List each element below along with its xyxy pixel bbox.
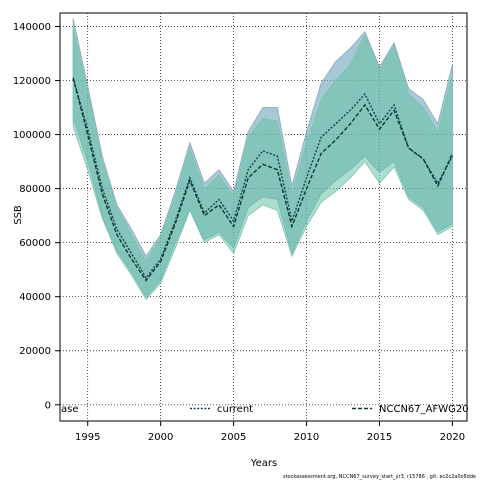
series-line-current bbox=[72, 77, 454, 280]
legend-label-current: current bbox=[217, 404, 253, 415]
y-tick-label: 140000 bbox=[13, 22, 51, 33]
legend: ase current NCCN67_AFWG20 bbox=[61, 404, 469, 415]
confidence-bands bbox=[72, 18, 453, 301]
x-tick-label: 2015 bbox=[367, 432, 392, 443]
x-tick-label: 1995 bbox=[75, 432, 100, 443]
series-line-nccn67 bbox=[72, 77, 454, 282]
legend-label-nccn67: NCCN67_AFWG20 bbox=[379, 404, 469, 415]
y-tick-label: 120000 bbox=[13, 76, 51, 87]
plot-frame bbox=[59, 12, 468, 422]
x-tick-label: 2000 bbox=[148, 432, 173, 443]
x-tick-label: 2020 bbox=[440, 432, 465, 443]
x-axis: 1995 2000 2005 2010 2015 2020 bbox=[75, 421, 465, 443]
y-axis: 0 20000 40000 60000 80000 100000 120000 140000 bbox=[13, 22, 60, 411]
x-tick-label: 2005 bbox=[221, 432, 246, 443]
y-tick-label: 80000 bbox=[19, 184, 51, 195]
y-tick-label: 0 bbox=[45, 400, 51, 411]
y-tick-label: 60000 bbox=[19, 238, 51, 249]
y-tick-label: 100000 bbox=[13, 130, 51, 141]
y-axis-title: SSB bbox=[13, 205, 24, 225]
ci-band-nccn67 bbox=[72, 26, 453, 301]
footnote: stockassessment.org, NCCN67_survey_start… bbox=[283, 474, 476, 480]
x-axis-title: Years bbox=[250, 458, 277, 469]
y-tick-label: 20000 bbox=[19, 346, 51, 357]
y-tick-label: 40000 bbox=[19, 292, 51, 303]
series-lines bbox=[72, 77, 454, 282]
x-tick-label: 2010 bbox=[294, 432, 319, 443]
legend-label-ase: ase bbox=[61, 404, 79, 415]
